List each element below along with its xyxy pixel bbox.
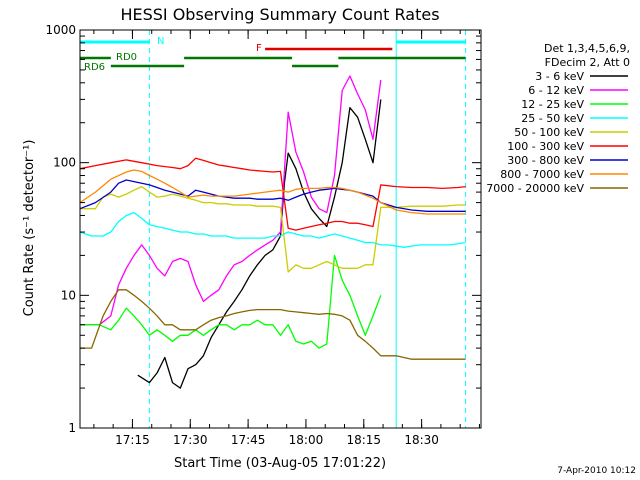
y-tick-label: 100 <box>53 156 76 170</box>
annotation-label: RD0 <box>116 52 137 63</box>
series-line <box>80 169 466 215</box>
series-line <box>80 254 382 349</box>
x-axis-title: Start Time (03-Aug-05 17:01:22) <box>174 456 386 471</box>
series-line <box>80 157 466 231</box>
x-tick-label: 17:15 <box>115 433 150 447</box>
series-group <box>80 75 466 389</box>
plot-frame <box>79 29 482 429</box>
legend-entry-label: 100 - 300 keV <box>507 140 584 153</box>
legend-entry-label: 6 - 12 keV <box>528 84 584 97</box>
legend-entry-label: 800 - 7000 keV <box>500 168 584 181</box>
legend: Det 1,3,4,5,6,9, FDecim 2, Att 0 3 - 6 k… <box>486 42 630 195</box>
series-line <box>80 185 466 273</box>
legend-entry-label: 50 - 100 keV <box>514 126 584 139</box>
series-line <box>80 179 466 212</box>
y-tick-label: 10 <box>61 288 76 302</box>
annotation-label: F <box>256 43 262 54</box>
series-line <box>80 289 466 360</box>
plot-area <box>79 30 467 428</box>
legend-entry-label: 12 - 25 keV <box>521 98 584 111</box>
x-tick-label: 18:15 <box>346 433 381 447</box>
legend-entry-label: 25 - 50 keV <box>521 112 584 125</box>
footer-timestamp: 7-Apr-2010 10:12 <box>557 466 636 476</box>
series-line <box>80 211 466 248</box>
series-line <box>80 75 382 326</box>
chart-title: HESSI Observing Summary Count Rates <box>120 5 439 24</box>
y-tick-label: 1 <box>68 421 76 435</box>
annotation-label: N <box>157 36 164 47</box>
legend-entry-label: 7000 - 20000 keV <box>486 182 584 195</box>
legend-entry-label: 300 - 800 keV <box>507 154 584 167</box>
annotation-layer: N F RD0 RD6 <box>80 36 466 73</box>
x-tick-label: 17:45 <box>231 433 266 447</box>
x-tick-label: 18:30 <box>404 433 439 447</box>
axis-layer: 1 10 100 1000 17:15 17:30 17:45 18:00 18:15 18:30 <box>45 23 482 447</box>
legend-header-line-1: Det 1,3,4,5,6,9, <box>544 42 630 55</box>
x-tick-label: 18:00 <box>289 433 324 447</box>
legend-header-line-2: FDecim 2, Att 0 <box>545 56 630 69</box>
legend-entry-label: 3 - 6 keV <box>535 70 584 83</box>
y-tick-label: 1000 <box>45 23 76 37</box>
x-tick-label: 17:30 <box>173 433 208 447</box>
series-layer <box>80 75 466 389</box>
series-line <box>137 99 382 389</box>
annotation-label: RD6 <box>84 62 105 73</box>
y-axis-title: Count Rate (s⁻¹ detector⁻¹) <box>22 140 37 317</box>
